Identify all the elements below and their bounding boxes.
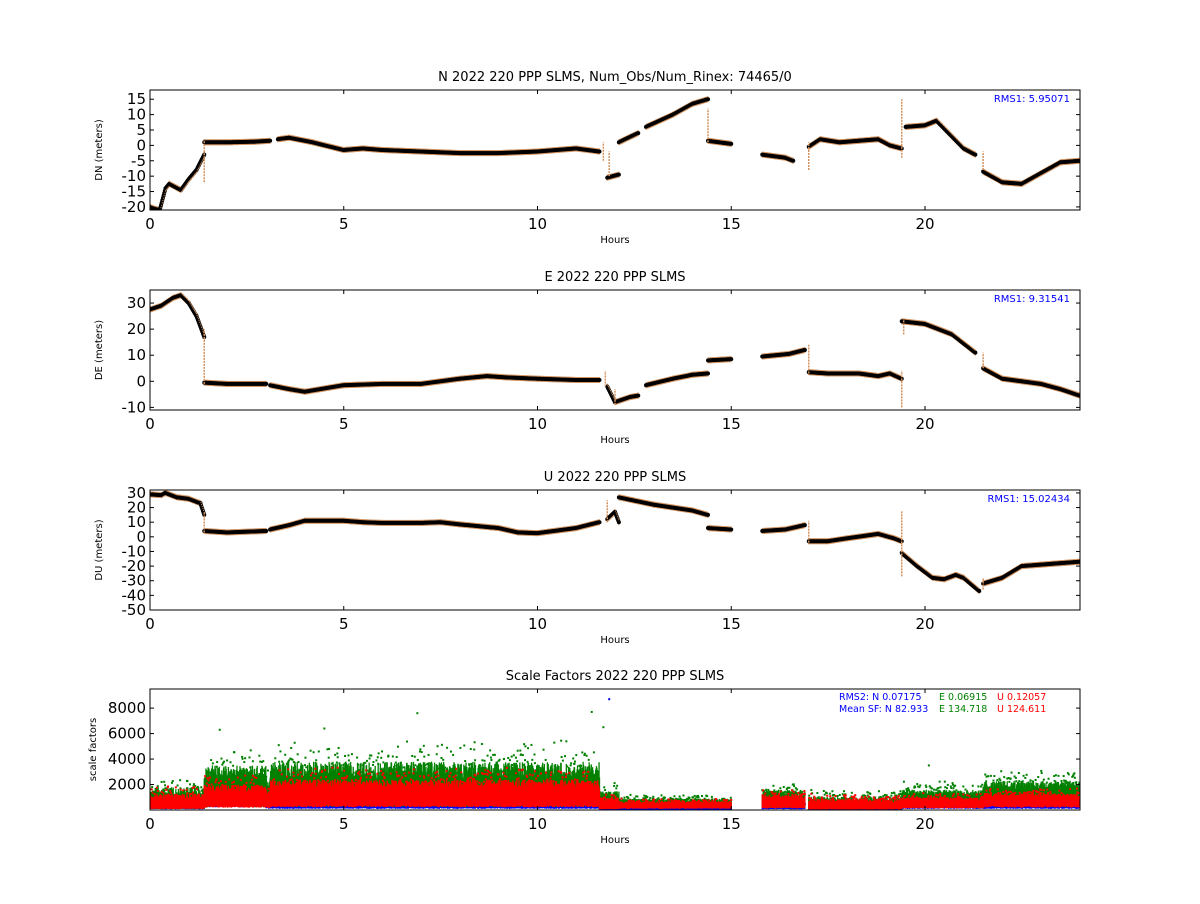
data-point	[803, 348, 807, 352]
data-point	[729, 142, 733, 146]
data-point	[636, 131, 640, 135]
plot-area	[148, 96, 1082, 213]
y-tick-label: -10	[122, 167, 147, 185]
y-tick-label: -5	[131, 152, 146, 170]
x-tick-label: 0	[145, 215, 155, 233]
data-point	[636, 394, 640, 398]
x-axis-label: Hours	[600, 235, 629, 246]
data-point	[264, 382, 268, 386]
x-tick-label: 10	[528, 215, 547, 233]
axes-frame	[150, 90, 1080, 210]
y-tick-label: 0	[136, 136, 146, 154]
chart-title: N 2022 220 PPP SLMS, Num_Obs/Num_Rinex: …	[438, 70, 792, 85]
y-tick-label: 5	[136, 121, 146, 139]
data-point	[706, 97, 710, 101]
y-axis-label: DN (meters)	[94, 119, 105, 181]
data-point	[268, 139, 272, 143]
x-tick-label: 15	[722, 215, 741, 233]
x-tick-label: 20	[915, 215, 934, 233]
x-tick-label: 5	[339, 215, 349, 233]
y-tick-label: 15	[127, 90, 146, 108]
data-point	[791, 159, 795, 163]
y-tick-label: -15	[122, 183, 147, 201]
y-tick-label: 10	[127, 106, 146, 124]
y-tick-label: -20	[122, 198, 147, 216]
data-point	[973, 153, 977, 157]
data-point	[729, 357, 733, 361]
plot-area	[148, 292, 1082, 407]
data-point	[706, 371, 710, 375]
data-point	[598, 150, 602, 154]
data-point	[617, 173, 621, 177]
rms-annotation: RMS1: 5.95071	[994, 94, 1070, 105]
data-point	[598, 378, 602, 382]
